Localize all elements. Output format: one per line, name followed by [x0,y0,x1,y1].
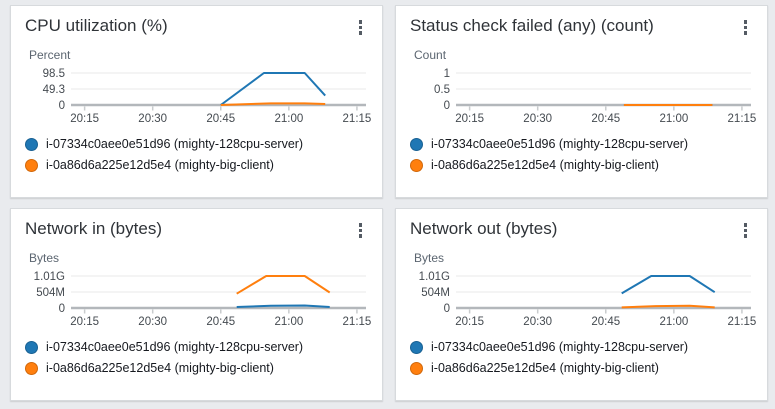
svg-text:20:30: 20:30 [523,113,552,125]
svg-text:20:15: 20:15 [70,113,99,125]
panel-title: Status check failed (any) (count) [410,16,654,35]
chart-panel-status-check-failed: Status check failed (any) (count) Count … [395,5,768,198]
legend-label: i-0a86d6a225e12d5e4 (mighty-big-client) [46,158,274,172]
legend-item[interactable]: i-0a86d6a225e12d5e4 (mighty-big-client) [410,358,753,379]
svg-text:21:15: 21:15 [728,113,757,125]
kebab-dot [358,234,362,238]
svg-text:21:00: 21:00 [274,316,303,328]
svg-text:98.5: 98.5 [43,68,65,80]
svg-text:20:45: 20:45 [591,316,620,328]
kebab-dot [743,228,747,232]
svg-text:20:45: 20:45 [206,316,235,328]
kebab-menu-icon[interactable] [738,16,754,39]
svg-text:20:15: 20:15 [70,316,99,328]
chart-panel-network-out: Network out (bytes) Bytes 0 504M 1.01G 20:1… [395,208,768,401]
kebab-dot [358,31,362,35]
svg-text:20:30: 20:30 [523,316,552,328]
svg-text:21:15: 21:15 [343,316,372,328]
legend-label: i-0a86d6a225e12d5e4 (mighty-big-client) [46,361,274,375]
kebab-dot [743,20,747,24]
svg-text:0: 0 [444,303,450,315]
legend-item[interactable]: i-0a86d6a225e12d5e4 (mighty-big-client) [25,358,368,379]
svg-text:21:00: 21:00 [659,113,688,125]
legend-swatch [410,361,423,375]
svg-text:20:30: 20:30 [138,113,167,125]
line-chart[interactable]: 0 49.3 98.5 20:15 20:30 20:45 21:00 21:15 [25,65,372,127]
svg-text:0: 0 [444,100,450,112]
kebab-dot [743,31,747,35]
legend-label: i-07334c0aee0e51d96 (mighty-128cpu-serve… [431,137,689,151]
chart-panel-network-in: Network in (bytes) Bytes 0 504M 1.01G 20:15… [10,208,383,401]
svg-text:1.01G: 1.01G [34,271,65,283]
kebab-menu-icon[interactable] [353,16,369,39]
kebab-dot [358,25,362,29]
legend-swatch [25,340,38,354]
svg-text:504M: 504M [36,287,65,299]
legend-swatch [410,340,423,354]
svg-text:0: 0 [59,100,65,112]
svg-text:0.5: 0.5 [434,84,450,96]
legend-label: i-07334c0aee0e51d96 (mighty-128cpu-serve… [46,340,304,354]
legend-swatch [25,361,38,375]
kebab-dot [358,223,362,227]
line-chart[interactable]: 0 504M 1.01G 20:15 20:30 20:45 21:00 21:15 [410,268,757,330]
legend-item[interactable]: i-07334c0aee0e51d96 (mighty-128cpu-serve… [25,337,368,358]
svg-text:20:45: 20:45 [206,113,235,125]
y-axis-unit-label: Bytes [29,250,60,265]
svg-text:49.3: 49.3 [43,83,65,95]
kebab-dot [743,223,747,227]
legend-label: i-07334c0aee0e51d96 (mighty-128cpu-serve… [46,137,304,151]
chart-legend: i-07334c0aee0e51d96 (mighty-128cpu-serve… [25,337,368,379]
chart-panel-cpu-utilization: CPU utilization (%) Percent 0 49.3 98.5 20:… [10,5,383,198]
kebab-dot [358,228,362,232]
svg-text:20:30: 20:30 [138,316,167,328]
svg-text:504M: 504M [421,287,450,299]
kebab-dot [358,20,362,24]
kebab-menu-icon[interactable] [353,219,369,242]
y-axis-unit-label: Bytes [414,250,445,265]
legend-label: i-0a86d6a225e12d5e4 (mighty-big-client) [431,158,659,172]
svg-text:20:15: 20:15 [455,316,484,328]
svg-text:21:15: 21:15 [728,316,757,328]
panel-header: Network in (bytes) [25,218,368,242]
chart-legend: i-07334c0aee0e51d96 (mighty-128cpu-serve… [410,337,753,379]
legend-item[interactable]: i-07334c0aee0e51d96 (mighty-128cpu-serve… [410,134,753,155]
legend-label: i-07334c0aee0e51d96 (mighty-128cpu-serve… [431,340,689,354]
line-chart[interactable]: 0 0.5 1 20:15 20:30 20:45 21:00 21:15 [410,65,757,127]
svg-text:20:15: 20:15 [455,113,484,125]
panel-header: Status check failed (any) (count) [410,15,753,39]
panel-title: Network out (bytes) [410,219,558,238]
kebab-menu-icon[interactable] [738,219,754,242]
legend-swatch [25,158,38,172]
panel-title: CPU utilization (%) [25,16,168,35]
svg-text:21:00: 21:00 [274,113,303,125]
legend-item[interactable]: i-0a86d6a225e12d5e4 (mighty-big-client) [25,155,368,176]
svg-text:20:45: 20:45 [591,113,620,125]
legend-swatch [410,137,423,151]
svg-text:21:00: 21:00 [659,316,688,328]
line-chart[interactable]: 0 504M 1.01G 20:15 20:30 20:45 21:00 21:15 [25,268,372,330]
legend-item[interactable]: i-07334c0aee0e51d96 (mighty-128cpu-serve… [410,337,753,358]
panel-header: Network out (bytes) [410,218,753,242]
svg-text:1.01G: 1.01G [419,271,450,283]
y-axis-unit-label: Count [414,47,447,62]
legend-item[interactable]: i-07334c0aee0e51d96 (mighty-128cpu-serve… [25,134,368,155]
panel-header: CPU utilization (%) [25,15,368,39]
legend-swatch [25,137,38,151]
chart-legend: i-07334c0aee0e51d96 (mighty-128cpu-serve… [410,134,753,176]
chart-legend: i-07334c0aee0e51d96 (mighty-128cpu-serve… [25,134,368,176]
legend-swatch [410,158,423,172]
svg-text:0: 0 [59,303,65,315]
svg-text:21:15: 21:15 [343,113,372,125]
kebab-dot [743,25,747,29]
legend-item[interactable]: i-0a86d6a225e12d5e4 (mighty-big-client) [410,155,753,176]
legend-label: i-0a86d6a225e12d5e4 (mighty-big-client) [431,361,659,375]
y-axis-unit-label: Percent [29,47,71,62]
panel-title: Network in (bytes) [25,219,162,238]
kebab-dot [743,234,747,238]
svg-text:1: 1 [444,68,450,80]
